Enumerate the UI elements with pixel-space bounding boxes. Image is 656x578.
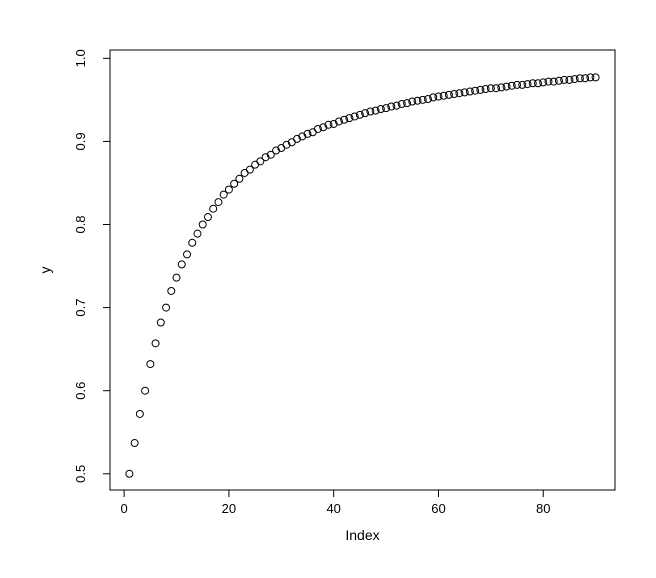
x-tick-label: 80: [536, 501, 550, 516]
y-tick-label: 1.0: [73, 49, 88, 67]
scatter-plot: 0 20 40 60 80 0.5 0.6 0.7 0.8 0.9 1.0 Index y: [0, 0, 656, 578]
x-axis-label: Index: [345, 527, 379, 543]
x-tick-label: 0: [121, 501, 128, 516]
y-axis-label: y: [37, 267, 53, 274]
x-tick-label: 60: [431, 501, 445, 516]
plot-background: [0, 0, 656, 578]
y-tick-label: 0.8: [73, 215, 88, 233]
y-tick-label: 0.5: [73, 465, 88, 483]
x-tick-label: 20: [222, 501, 236, 516]
y-tick-label: 0.9: [73, 132, 88, 150]
y-tick-label: 0.7: [73, 299, 88, 317]
y-tick-label: 0.6: [73, 382, 88, 400]
x-tick-label: 40: [326, 501, 340, 516]
